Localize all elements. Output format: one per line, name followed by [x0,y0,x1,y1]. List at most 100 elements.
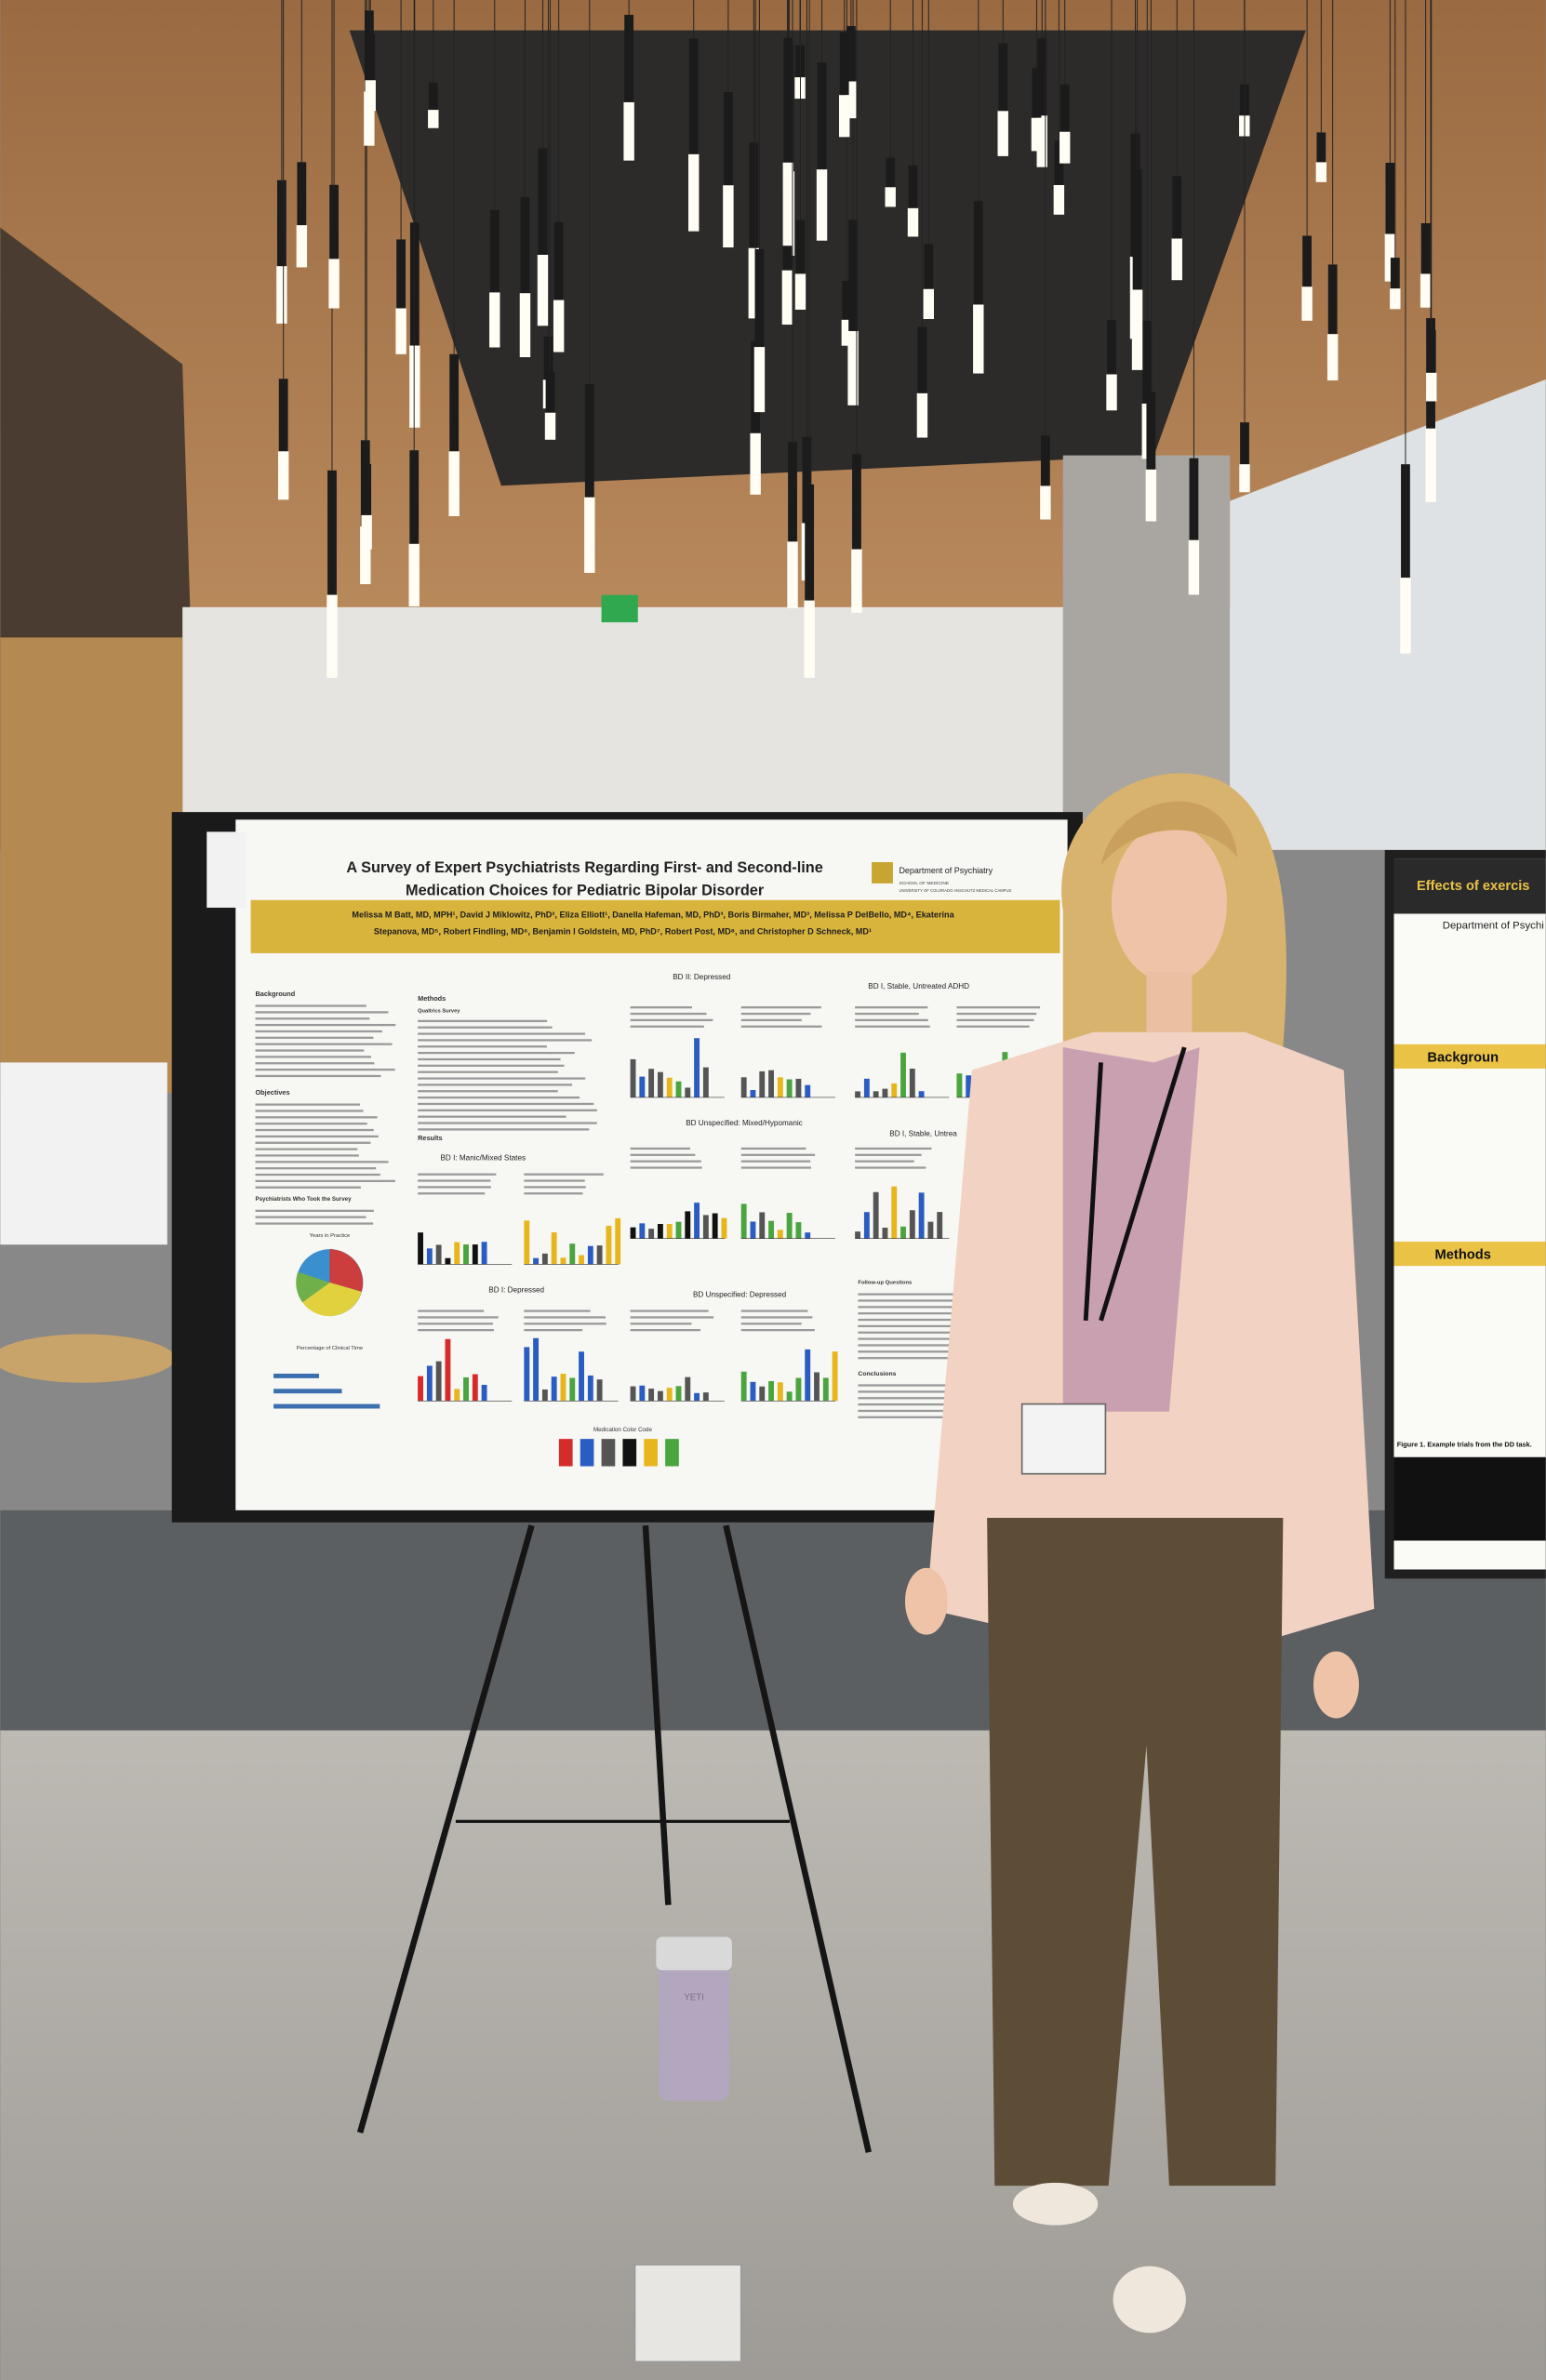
bar [759,1070,766,1097]
bar [750,1221,756,1239]
bar [648,1069,655,1097]
light-glow [409,345,420,428]
text-line [418,1122,597,1124]
bar [596,1379,603,1402]
color-swatch [580,1439,594,1467]
text-line [630,1328,701,1332]
light-glow [688,153,700,232]
bar [768,1220,774,1239]
authors: Melissa M Batt, MD, MPH¹, David J Miklow… [352,911,954,920]
text-line [740,1153,816,1156]
light-glow [1384,233,1396,282]
light-glow [361,514,372,550]
text-line [255,1141,371,1144]
light-glow [489,292,500,348]
text-line [418,1084,573,1086]
bar [596,1245,603,1265]
bar [937,1212,943,1239]
bar [759,1386,766,1402]
bar [882,1088,888,1097]
bar [630,1386,636,1402]
text-line [255,1161,389,1163]
text-line [418,1045,547,1048]
light-tube [1240,422,1249,465]
bar [454,1389,460,1402]
bar [418,1376,423,1402]
light-tube [1385,162,1395,234]
bar [891,1083,898,1097]
text-line [418,1323,493,1325]
tumbler-brand: YETI [684,1992,704,2002]
bar [927,1221,934,1239]
section-heading: Medication Color Code [593,1427,652,1433]
poster-title: A Survey of Expert Psychiatrists Regardi… [346,859,822,876]
bar [909,1210,915,1239]
light-glow [1036,115,1047,167]
light-glow [781,270,793,326]
text-line [418,1096,580,1099]
light-glow [787,541,798,608]
bar [569,1377,576,1402]
bar [579,1351,584,1402]
light-tube [276,179,287,267]
text-line [418,1077,586,1080]
side-figure [1393,1456,1546,1541]
bar [750,1381,756,1402]
exit-sign [601,594,638,623]
panel-title: BD Unspecified: Mixed/Hypomanic [686,1119,803,1127]
text-line [418,1115,566,1118]
bar [533,1337,540,1402]
light-glow [1188,539,1200,595]
text-line [858,1357,1000,1360]
pie-slice [296,1271,330,1303]
light-tube [1132,168,1142,290]
light-tube [538,148,548,255]
light-glow [885,187,896,207]
text-line [858,1350,1009,1353]
text-line [255,1049,365,1052]
light-tube [998,43,1008,112]
bar [541,1253,548,1265]
bar [481,1242,487,1265]
bar [463,1377,469,1402]
light-glow [1131,289,1143,370]
bar [768,1380,774,1402]
light-tube [362,463,372,515]
light-glow [365,80,376,112]
text-line [418,1102,594,1106]
tile-floor [0,1730,1546,2380]
section-heading: Objectives [255,1088,289,1097]
chart-label: Percentage of Clinical Time [297,1346,363,1351]
light-glow [364,91,375,146]
text-line [255,1148,358,1150]
text-line [858,1324,1025,1328]
bar [900,1052,906,1097]
bar [551,1376,557,1402]
light-tube [1302,235,1313,287]
bar [795,1222,802,1239]
bar [569,1243,576,1265]
light-glow [1031,117,1043,152]
text-line [858,1344,1011,1347]
text-line [524,1186,586,1189]
bar [805,1349,811,1402]
light-glow [907,207,919,237]
light-tube [817,62,827,170]
light-glow [328,259,340,309]
bar [648,1389,655,1402]
bar [786,1213,793,1239]
color-swatch [558,1439,573,1467]
text-line [418,1186,491,1189]
section-heading: Results [418,1134,442,1142]
light-tube [1172,176,1182,239]
bar [579,1255,584,1265]
bar [795,1377,802,1402]
bar [685,1376,691,1402]
text-line [255,1074,381,1078]
bar [694,1392,700,1402]
text-line [418,1039,593,1042]
light-tube [908,165,918,208]
light-tube [852,454,861,550]
section-heading: Methods [418,994,446,1003]
light-glow [923,288,935,320]
